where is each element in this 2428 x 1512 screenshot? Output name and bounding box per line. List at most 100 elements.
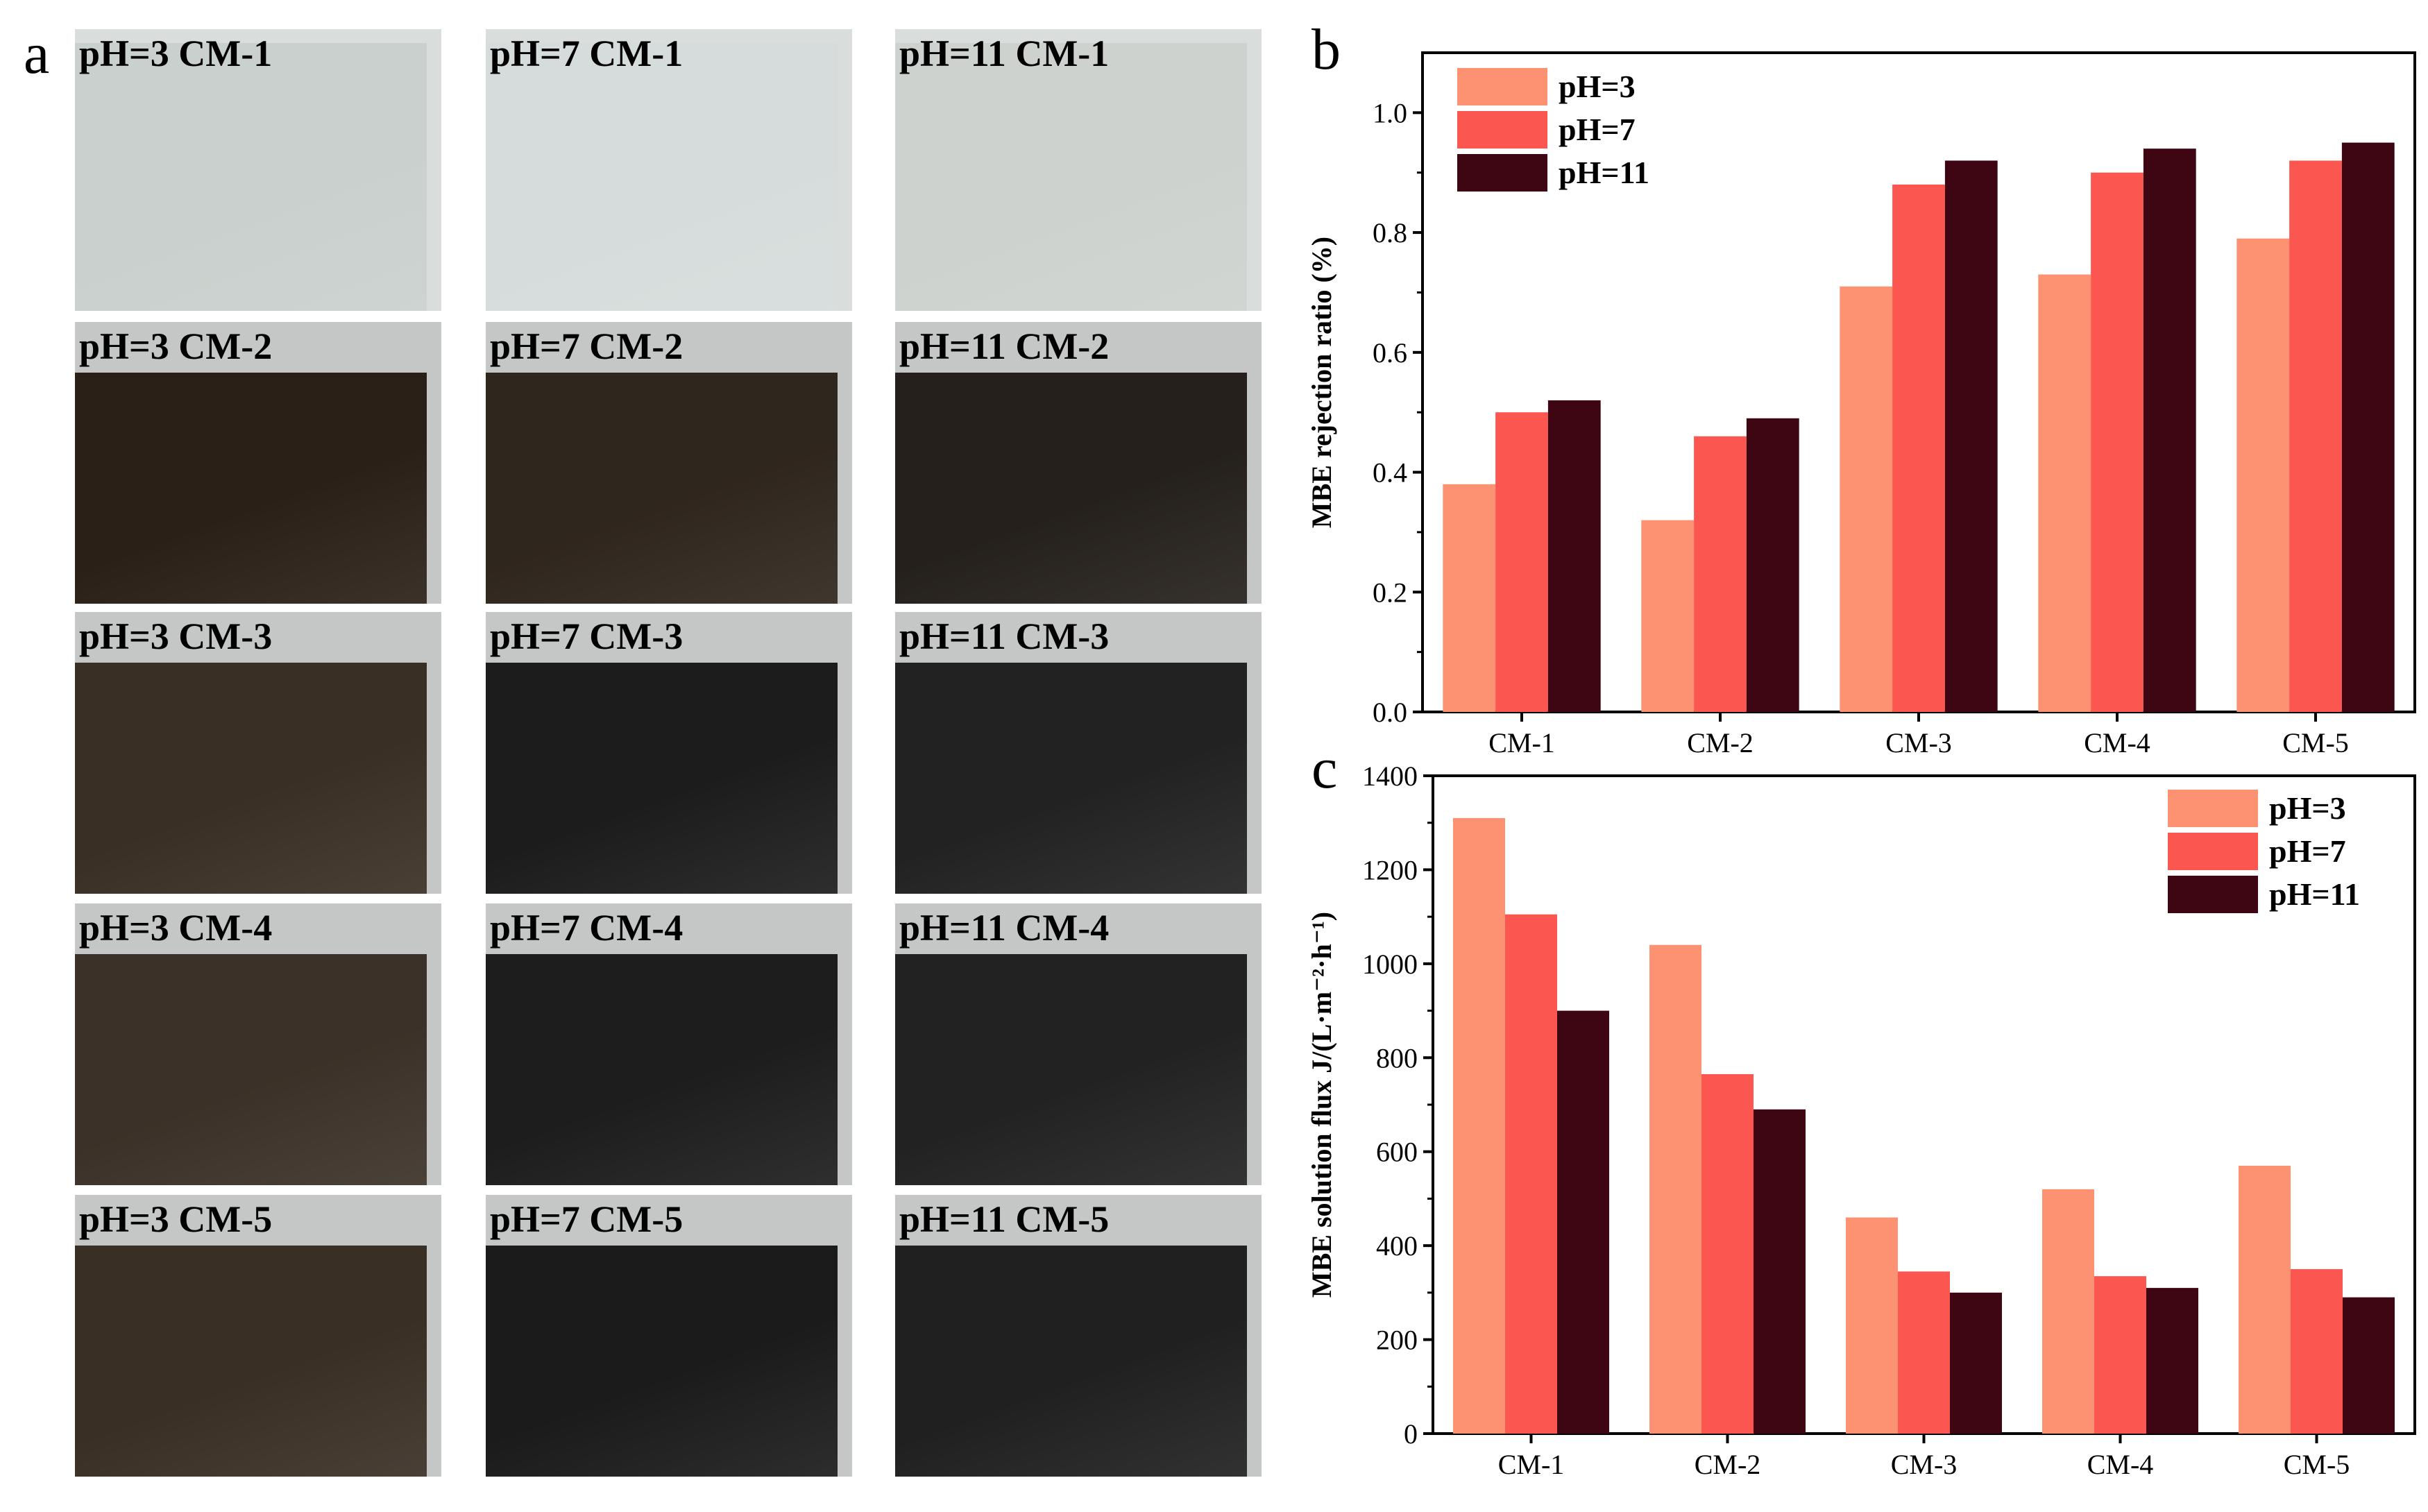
x-tick-label: CM-1 xyxy=(1488,727,1555,758)
y-axis-label: MBE solution flux J/(L·m⁻²·h⁻¹) xyxy=(1306,912,1337,1298)
membrane-sheet xyxy=(895,663,1247,894)
membrane-photo: pH=7 CM-2 xyxy=(486,322,852,604)
photo-label: pH=7 CM-2 xyxy=(490,325,684,367)
photo-label: pH=3 CM-5 xyxy=(79,1198,273,1240)
x-tick-label: CM-2 xyxy=(1695,1449,1761,1480)
y-tick-label: 400 xyxy=(1376,1230,1418,1262)
legend-label: pH=7 xyxy=(2269,833,2346,869)
membrane-sheet xyxy=(75,1246,427,1477)
legend-label: pH=7 xyxy=(1559,112,1636,147)
legend-label: pH=3 xyxy=(1559,69,1636,104)
legend-swatch xyxy=(2168,876,2258,913)
y-tick-label: 1.0 xyxy=(1373,97,1407,128)
legend-label: pH=11 xyxy=(1559,155,1649,190)
photo-label: pH=7 CM-5 xyxy=(490,1198,684,1240)
bar xyxy=(1701,1073,1754,1434)
membrane-photo: pH=11 CM-1 xyxy=(895,29,1262,311)
membrane-photo: pH=7 CM-4 xyxy=(486,903,852,1185)
bar xyxy=(2341,142,2395,712)
bar xyxy=(2038,274,2091,713)
photo-label: pH=3 CM-2 xyxy=(79,325,273,367)
bar xyxy=(2291,1269,2343,1434)
photo-label: pH=7 CM-1 xyxy=(490,33,684,74)
x-tick-label: CM-4 xyxy=(2087,1449,2154,1480)
x-tick-label: CM-1 xyxy=(1498,1449,1565,1480)
membrane-sheet xyxy=(486,1246,838,1477)
bar xyxy=(1495,412,1548,712)
x-tick-label: CM-5 xyxy=(2284,1449,2350,1480)
membrane-sheet xyxy=(895,43,1247,311)
legend-label: pH=3 xyxy=(2269,790,2346,826)
bar xyxy=(1746,418,1799,712)
membrane-photo: pH=11 CM-3 xyxy=(895,612,1262,894)
y-tick-label: 0.6 xyxy=(1373,337,1407,368)
bar xyxy=(2143,148,2196,712)
membrane-photo: pH=11 CM-2 xyxy=(895,322,1262,604)
panel-letter-a: a xyxy=(24,22,50,86)
bar xyxy=(2091,172,2143,712)
panel-letter-b: b xyxy=(1311,17,1341,82)
bar xyxy=(1556,1010,1609,1434)
membrane-sheet xyxy=(75,954,427,1185)
x-tick-label: CM-3 xyxy=(1891,1449,1958,1480)
membrane-photo: pH=3 CM-5 xyxy=(75,1195,441,1477)
photo-label: pH=7 CM-4 xyxy=(490,907,684,949)
legend-swatch xyxy=(1457,68,1547,105)
bar xyxy=(1840,286,1893,712)
panel-letter-c: c xyxy=(1311,736,1338,801)
bar xyxy=(2342,1297,2395,1434)
bar xyxy=(2042,1189,2095,1434)
x-tick-label: CM-3 xyxy=(1885,727,1952,758)
photo-label: pH=11 CM-4 xyxy=(899,907,1110,949)
membrane-sheet xyxy=(486,43,838,311)
photo-label: pH=3 CM-3 xyxy=(79,615,273,657)
y-tick-label: 0.8 xyxy=(1373,217,1407,248)
y-tick-label: 1000 xyxy=(1362,949,1418,980)
photo-label: pH=7 CM-3 xyxy=(490,615,684,657)
bar xyxy=(1453,817,1506,1434)
y-tick-label: 800 xyxy=(1376,1042,1418,1073)
bar xyxy=(1846,1217,1899,1434)
y-tick-label: 0 xyxy=(1404,1418,1418,1450)
y-axis-label: MBE rejection ratio (%) xyxy=(1306,237,1337,528)
bar xyxy=(1443,484,1496,712)
x-tick-label: CM-5 xyxy=(2282,727,2349,758)
y-tick-label: 1200 xyxy=(1362,854,1418,885)
bar xyxy=(1547,400,1601,712)
bar xyxy=(1649,944,1702,1434)
membrane-photo: pH=3 CM-4 xyxy=(75,903,441,1185)
x-tick-label: CM-4 xyxy=(2084,727,2150,758)
bar xyxy=(2236,238,2290,712)
membrane-sheet xyxy=(486,663,838,894)
bar xyxy=(1505,914,1557,1434)
membrane-sheet xyxy=(895,1246,1247,1477)
bar xyxy=(1753,1109,1806,1434)
legend-swatch xyxy=(1457,111,1547,148)
membrane-sheet xyxy=(75,43,427,311)
membrane-photo: pH=11 CM-5 xyxy=(895,1195,1262,1477)
membrane-photo: pH=3 CM-1 xyxy=(75,29,441,311)
legend-swatch xyxy=(2168,790,2258,827)
y-tick-label: 0.0 xyxy=(1373,697,1407,728)
bar xyxy=(1949,1292,2002,1434)
bar xyxy=(1694,436,1747,712)
y-tick-label: 0.4 xyxy=(1373,457,1407,489)
bar xyxy=(2289,160,2342,713)
membrane-sheet xyxy=(486,954,838,1185)
photo-label: pH=11 CM-3 xyxy=(899,615,1110,657)
photo-label: pH=11 CM-1 xyxy=(899,33,1110,74)
membrane-sheet xyxy=(895,954,1247,1185)
y-tick-label: 0.2 xyxy=(1373,577,1407,608)
membrane-photo: pH=11 CM-4 xyxy=(895,903,1262,1185)
membrane-photo: pH=7 CM-3 xyxy=(486,612,852,894)
membrane-photo: pH=3 CM-3 xyxy=(75,612,441,894)
bar xyxy=(1892,185,1945,712)
bar xyxy=(2239,1166,2291,1434)
bar xyxy=(1898,1271,1950,1434)
membrane-photo: pH=7 CM-1 xyxy=(486,29,852,311)
bar xyxy=(1944,160,1998,713)
y-tick-label: 600 xyxy=(1376,1137,1418,1168)
photo-label: pH=11 CM-2 xyxy=(899,325,1110,367)
y-tick-label: 1400 xyxy=(1362,761,1418,792)
